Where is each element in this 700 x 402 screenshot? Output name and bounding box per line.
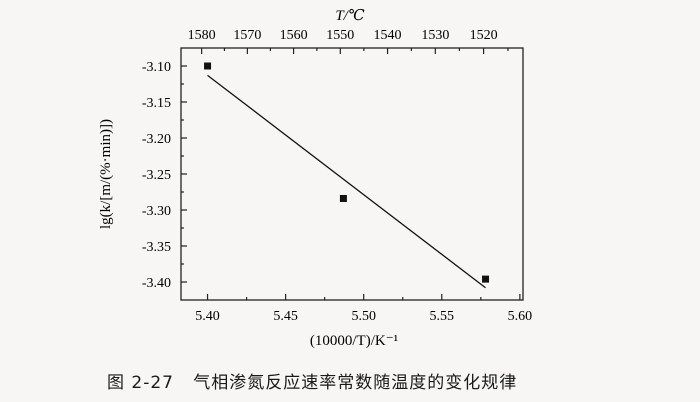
data-point: [204, 62, 212, 70]
y-tick-label: -3.15: [142, 96, 171, 111]
x2-tick-label: 1560: [280, 28, 308, 43]
x-tick-label: 5.45: [273, 309, 298, 324]
x-tick-label: 5.50: [351, 309, 376, 324]
x2-tick-label: 1530: [421, 28, 449, 43]
y-tick-label: -3.20: [142, 132, 171, 147]
y-tick-label: -3.10: [142, 60, 171, 75]
y-axis-label: lg(k/[m/(%·min)]): [98, 119, 114, 229]
y-tick-label: -3.35: [142, 240, 171, 255]
x-axis-label: (10000/T)/K⁻¹: [310, 333, 398, 349]
figure-caption: 图 2-27 气相渗氮反应速率常数随温度的变化规律: [107, 373, 518, 393]
plot-frame: [180, 47, 524, 301]
x2-tick-label: 1550: [326, 28, 354, 43]
data-point: [482, 275, 490, 283]
data-point: [339, 194, 347, 202]
x-tick-label: 5.60: [508, 309, 533, 324]
x2-tick-label: 1520: [470, 28, 498, 43]
x2-tick-label: 1570: [233, 28, 261, 43]
x2-tick-label: 1540: [374, 28, 402, 43]
x2-axis-label: T/℃: [335, 8, 365, 24]
x-tick-label: 5.40: [195, 309, 220, 324]
y-tick-label: -3.30: [142, 204, 171, 219]
x2-tick-label: 1580: [188, 28, 216, 43]
y-tick-label: -3.25: [142, 168, 171, 183]
fit-line: [207, 74, 486, 289]
y-tick-label: -3.40: [142, 276, 171, 291]
x-tick-label: 5.55: [430, 309, 455, 324]
